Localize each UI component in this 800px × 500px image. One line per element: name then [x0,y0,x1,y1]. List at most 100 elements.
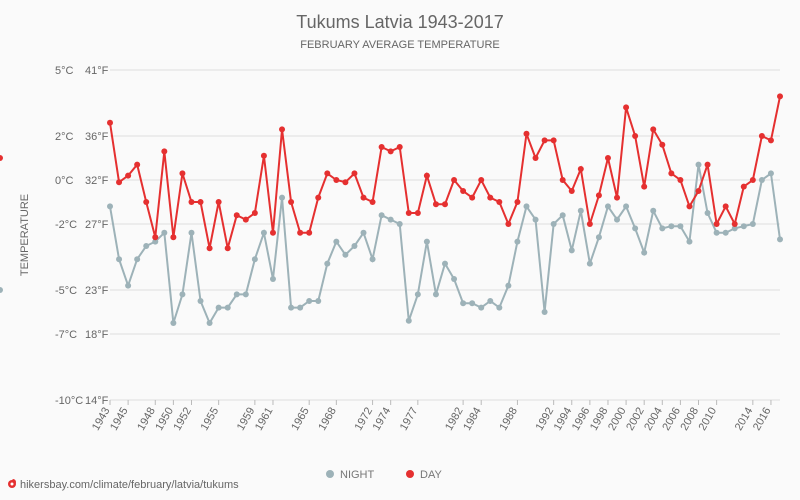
day-marker [415,210,421,216]
ytick-f: 18°F [85,329,109,341]
night-marker [505,283,511,289]
ytick-c: 0°C [55,175,74,187]
night-marker [478,305,484,311]
ytick-c: -10°C [55,395,83,407]
night-marker [415,291,421,297]
night-marker [723,230,729,236]
night-marker [677,223,683,229]
night-marker [370,256,376,262]
day-marker [759,133,765,139]
night-marker [650,208,656,214]
night-marker [569,247,575,253]
night-marker [170,320,176,326]
night-marker [288,305,294,311]
day-marker [361,195,367,201]
day-marker [243,217,249,223]
night-marker [632,225,638,231]
day-marker [569,188,575,194]
day-marker [107,120,113,126]
day-marker [207,245,213,251]
day-marker [424,173,430,179]
day-marker [732,221,738,227]
day-marker [696,188,702,194]
day-marker [442,201,448,207]
day-marker [125,173,131,179]
day-marker [659,142,665,148]
day-marker [714,221,720,227]
pin-icon-dot [11,483,14,486]
day-marker [252,210,258,216]
day-marker [560,177,566,183]
night-marker [705,210,711,216]
day-marker [333,177,339,183]
night-marker [324,261,330,267]
night-marker [469,300,475,306]
night-marker [134,256,140,262]
night-marker [551,221,557,227]
night-marker [623,203,629,209]
night-marker [659,225,665,231]
night-marker [179,291,185,297]
chart-title: Tukums Latvia 1943-2017 [296,12,503,32]
night-marker [406,318,412,324]
night-marker [351,243,357,249]
day-marker [523,131,529,137]
day-marker [741,184,747,190]
day-marker [677,177,683,183]
night-marker [379,212,385,218]
night-marker [587,261,593,267]
day-marker [388,148,394,154]
night-marker [234,291,240,297]
legend-night-label: NIGHT [340,469,375,481]
day-marker [478,177,484,183]
day-marker [750,177,756,183]
y-axis-label: TEMPERATURE [19,194,31,276]
day-marker [605,155,611,161]
night-marker [741,223,747,229]
night-marker [451,276,457,282]
night-marker [768,170,774,176]
day-marker [143,199,149,205]
day-marker [324,170,330,176]
day-marker [469,195,475,201]
night-marker [198,298,204,304]
night-marker [207,320,213,326]
night-marker [750,221,756,227]
day-marker [216,199,222,205]
night-marker [641,250,647,256]
night-marker [578,208,584,214]
ytick-f: 14°F [85,395,109,407]
day-marker [686,203,692,209]
day-marker [297,230,303,236]
day-marker [596,192,602,198]
ytick-c: 5°C [55,65,74,77]
day-marker [777,93,783,99]
night-marker [397,221,403,227]
ytick-c: -5°C [55,285,77,297]
night-marker [315,298,321,304]
day-marker [234,212,240,218]
chart-subtitle: FEBRUARY AVERAGE TEMPERATURE [300,39,499,51]
night-marker [270,276,276,282]
night-marker [533,217,539,223]
night-marker [125,283,131,289]
night-marker [668,223,674,229]
night-marker [496,305,502,311]
night-marker [388,217,394,223]
night-marker [442,261,448,267]
night-marker [460,300,466,306]
night-marker [107,203,113,209]
night-marker [424,239,430,245]
day-marker [379,144,385,150]
night-marker [614,217,620,223]
night-marker [560,212,566,218]
day-marker [487,195,493,201]
day-marker [460,188,466,194]
day-marker [315,195,321,201]
night-marker [361,230,367,236]
ytick-c: 2°C [55,131,74,143]
day-marker [179,170,185,176]
day-marker [451,177,457,183]
night-marker [487,298,493,304]
night-marker [188,230,194,236]
